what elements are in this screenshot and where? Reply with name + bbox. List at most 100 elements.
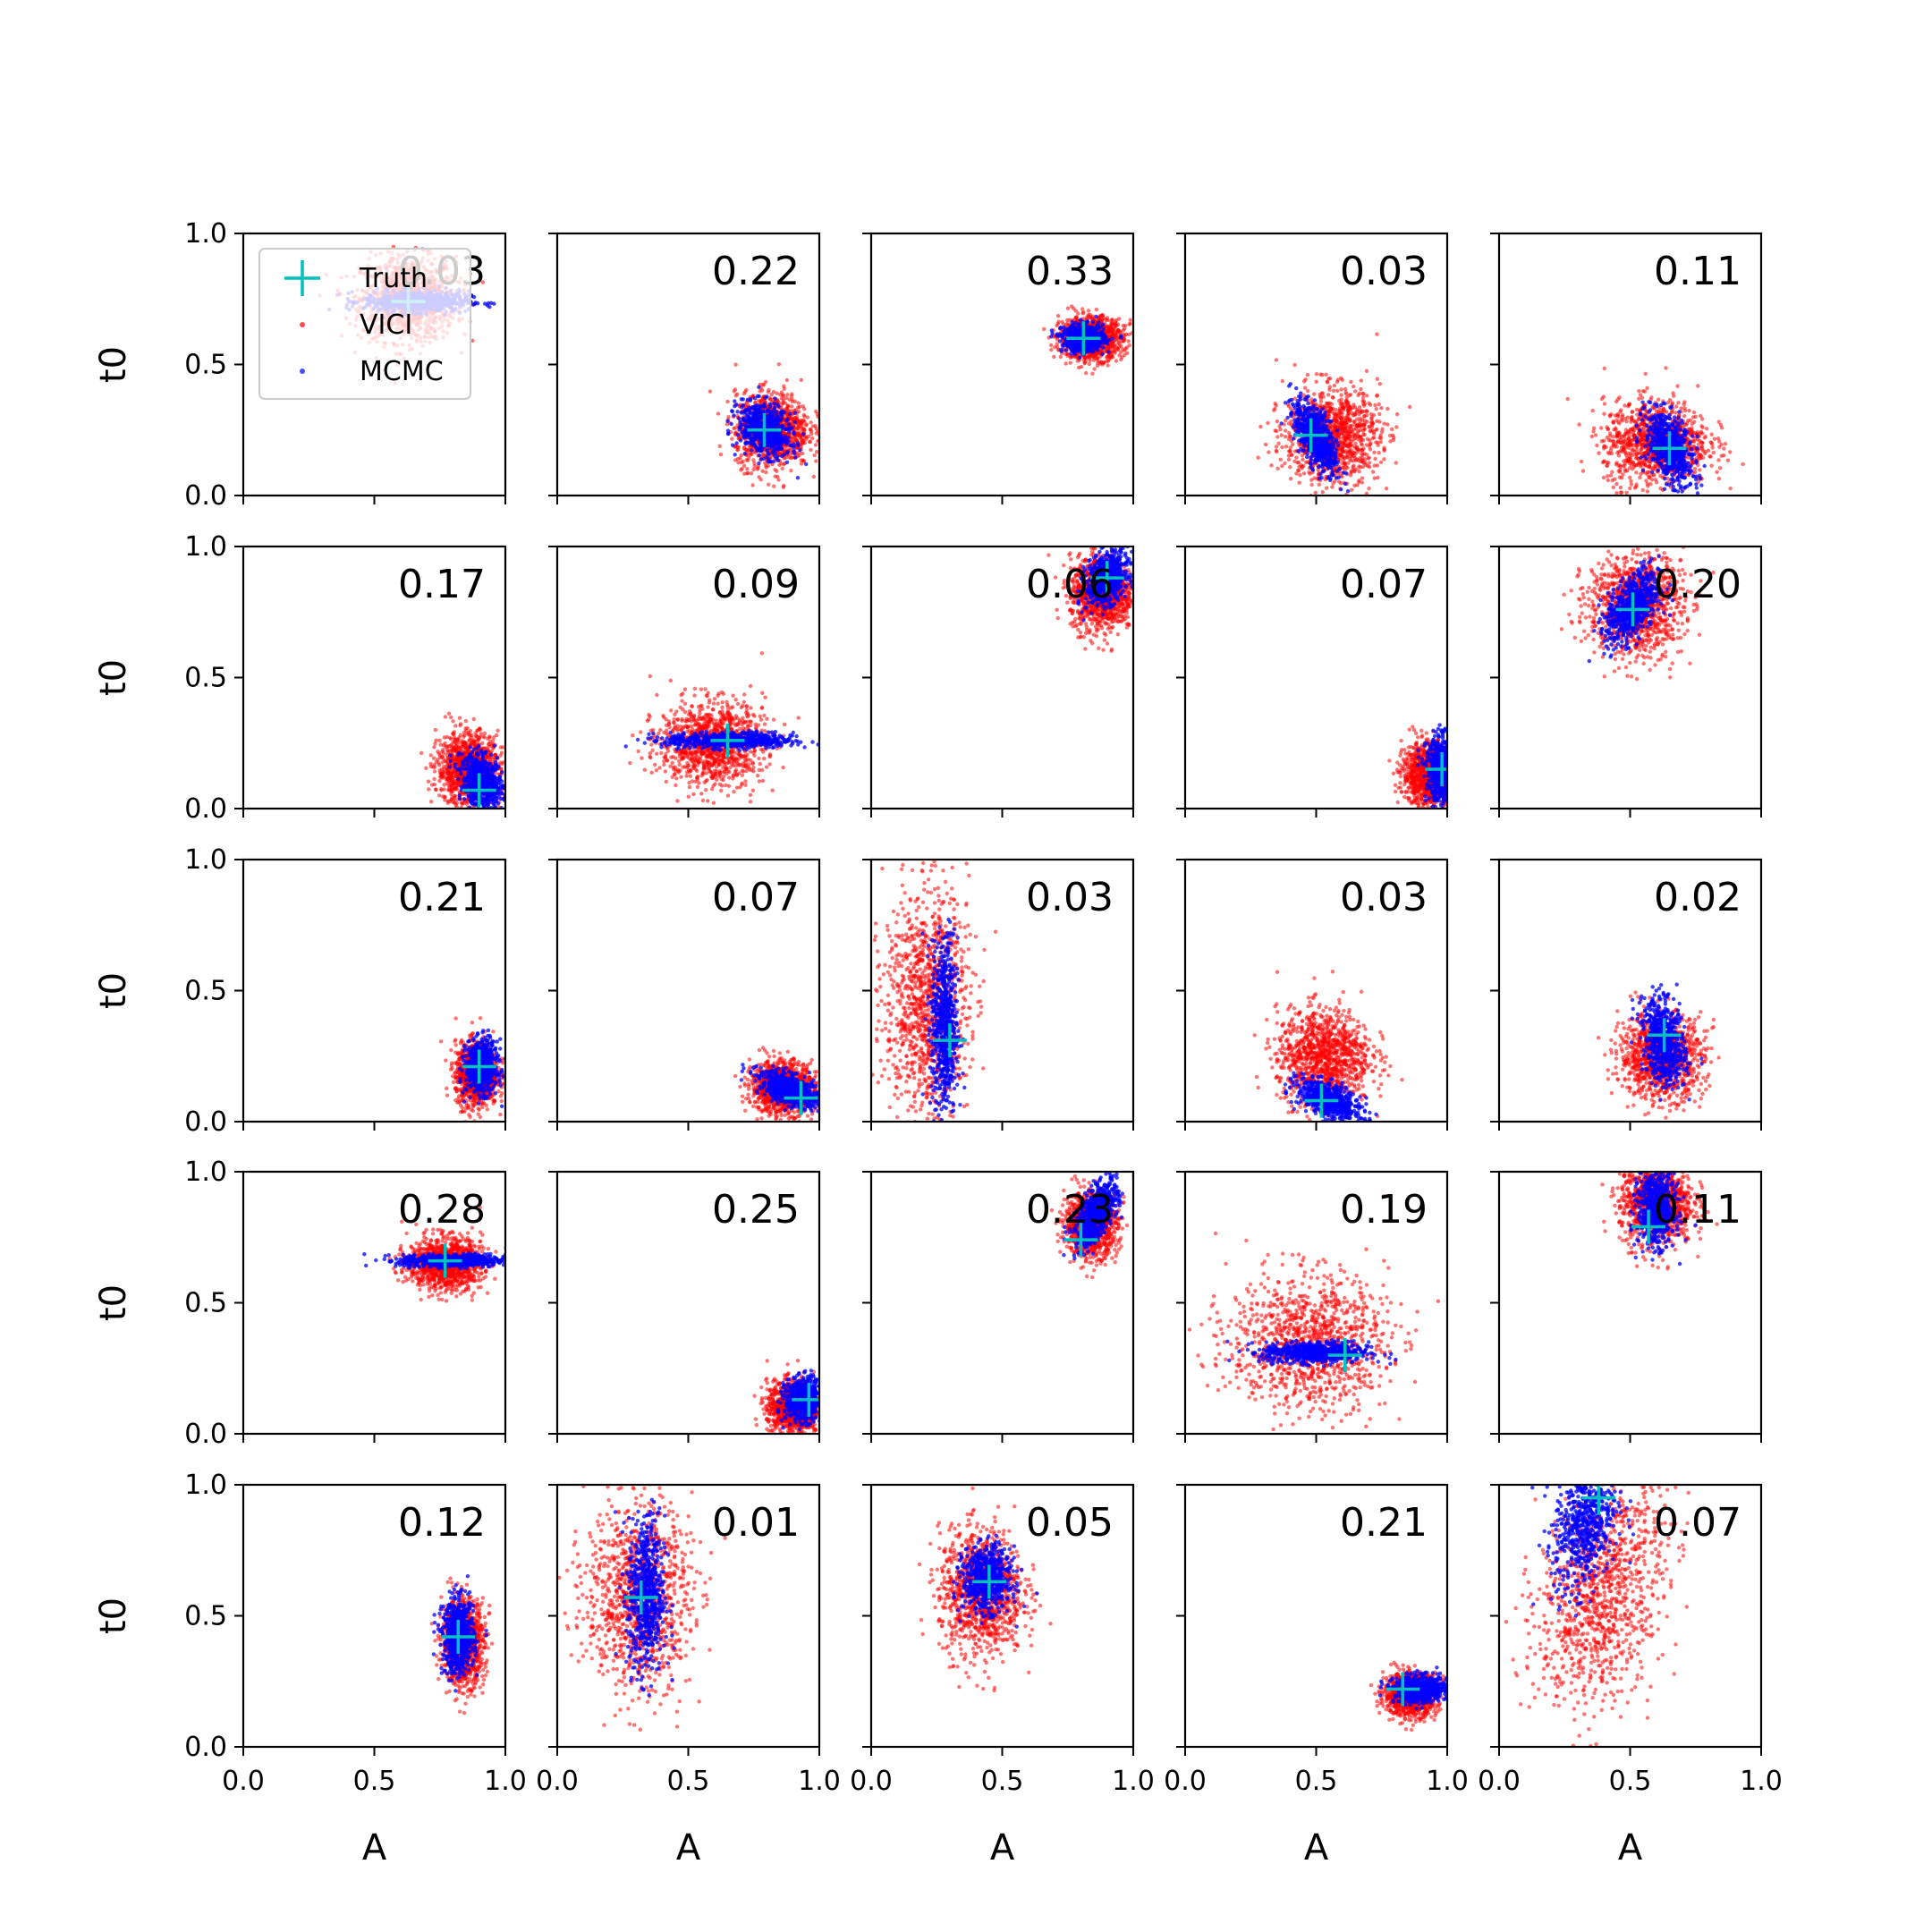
vici-point — [809, 428, 814, 434]
mcmc-point — [757, 461, 761, 466]
vici-point — [789, 404, 794, 409]
mcmc-point — [771, 408, 776, 412]
vici-point — [708, 389, 713, 394]
vici-point — [1121, 324, 1126, 328]
vici-point — [811, 474, 816, 479]
vici-point — [738, 456, 742, 461]
vici-point — [743, 389, 748, 394]
mcmc-point — [801, 432, 806, 436]
vici-point — [760, 469, 765, 473]
vici-point — [755, 467, 759, 471]
vici-point — [1061, 322, 1066, 326]
vici-point — [480, 280, 485, 284]
mcmc-point — [740, 422, 745, 428]
mcmc-point — [792, 451, 797, 456]
vici-point — [775, 391, 779, 395]
vici-point — [739, 460, 744, 465]
vici-point — [1082, 360, 1088, 365]
vici-point — [809, 447, 813, 453]
vici-point — [1056, 319, 1061, 324]
vici-point — [1096, 355, 1100, 360]
mcmc-point — [779, 446, 784, 451]
mcmc-point — [753, 437, 758, 442]
mcmc-point — [775, 447, 780, 452]
vici-point — [1091, 358, 1097, 362]
vici-point — [1064, 318, 1070, 323]
vici-point — [1063, 361, 1068, 366]
mcmc-point — [750, 404, 755, 410]
mcmc-point — [729, 421, 733, 427]
mcmc-point — [793, 455, 798, 460]
vici-point — [736, 461, 741, 465]
vici-point — [796, 401, 801, 405]
vici-point — [1042, 326, 1046, 332]
vici-point — [789, 469, 793, 473]
vici-point — [1127, 322, 1131, 326]
vici-point — [733, 426, 738, 430]
mcmc-point — [766, 409, 770, 414]
mcmc-point — [777, 425, 782, 429]
vici-point — [799, 437, 804, 442]
mcmc-point — [1106, 350, 1111, 354]
mcmc-point — [784, 460, 790, 464]
mcmc-point — [785, 450, 790, 454]
vici-point — [1110, 333, 1114, 337]
mcmc-point — [757, 385, 761, 389]
vici-point — [1072, 306, 1076, 311]
vici-point — [748, 453, 753, 457]
mcmc-point — [776, 458, 781, 462]
vici-point — [1123, 346, 1128, 352]
vici-point — [1090, 371, 1095, 376]
vici-point — [1087, 356, 1092, 360]
vici-point — [814, 431, 818, 436]
mcmc-point — [757, 435, 761, 440]
mcmc-point — [766, 432, 770, 436]
mcmc-point — [743, 407, 748, 412]
mcmc-point — [750, 448, 754, 453]
vici-point — [781, 485, 786, 489]
mcmc-point — [772, 447, 777, 452]
y-tick-label: 0.0 — [184, 480, 227, 512]
vici-point — [797, 404, 802, 410]
mcmc-point — [782, 410, 786, 414]
mcmc-point — [1094, 314, 1098, 319]
vici-point — [751, 458, 756, 462]
mcmc-point — [753, 396, 758, 401]
mcmc-point — [775, 433, 780, 437]
mcmc-point — [758, 457, 764, 462]
vici-point — [790, 397, 794, 402]
vici-point — [820, 443, 824, 446]
vici-point — [809, 420, 813, 425]
vici-point — [801, 441, 805, 445]
mcmc-point — [734, 441, 739, 445]
mcmc-point — [744, 431, 749, 436]
vici-point — [742, 463, 747, 468]
panel-points — [708, 362, 824, 489]
mcmc-point — [750, 420, 754, 425]
mcmc-point — [762, 402, 767, 406]
vici-point — [725, 399, 730, 404]
mcmc-point — [750, 417, 755, 421]
vici-point — [718, 452, 724, 457]
vici-point — [766, 390, 770, 394]
mcmc-point — [766, 442, 771, 447]
mcmc-point — [775, 454, 780, 459]
mcmc-point — [753, 444, 758, 449]
vici-point — [1100, 313, 1106, 318]
mcmc-point — [730, 409, 734, 413]
vici-point — [767, 482, 771, 487]
vici-point — [792, 416, 798, 420]
mcmc-point — [738, 419, 743, 425]
vici-point — [1119, 350, 1123, 354]
vici-point — [785, 405, 790, 410]
vici-point — [776, 362, 781, 367]
mcmc-point — [1078, 318, 1083, 322]
vici-point — [806, 434, 811, 439]
mcmc-point — [737, 425, 741, 430]
mcmc-point — [725, 419, 730, 423]
vici-point — [1123, 337, 1127, 342]
vici-point — [1123, 333, 1127, 337]
vici-point — [805, 415, 809, 419]
vici-point — [1065, 306, 1071, 310]
